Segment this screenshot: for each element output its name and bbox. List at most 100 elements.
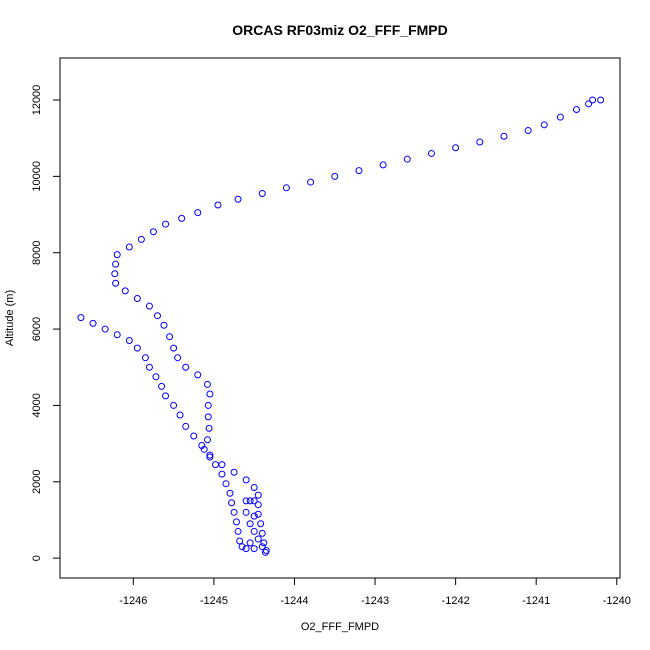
point [234,527,242,535]
point [250,497,258,505]
point [232,518,240,526]
point [556,113,564,121]
point [250,545,258,553]
point [212,461,220,469]
point [242,476,250,484]
x-tick-label: -1243 [361,595,389,607]
point [153,312,161,320]
point [254,501,262,509]
point [452,144,460,152]
point [250,484,258,492]
point [524,127,532,135]
point [242,508,250,516]
point [121,287,129,295]
point [145,363,153,371]
point [242,545,250,553]
point [282,184,290,192]
point [258,529,266,537]
point [379,161,387,169]
point [218,470,226,478]
point [589,96,597,104]
point [246,539,254,547]
y-tick-label: 6000 [31,317,43,341]
point [250,512,258,520]
point [254,535,262,543]
point [260,539,268,547]
point [254,491,262,499]
point [476,138,484,146]
point [162,220,170,228]
point [170,344,178,352]
point [133,344,141,352]
point [234,195,242,203]
point [355,167,363,175]
point [137,235,145,243]
point [204,413,212,421]
plot-frame [59,57,621,579]
x-tick-label: -1246 [119,595,147,607]
point [246,497,254,505]
point [160,321,168,329]
point [141,354,149,362]
y-tick-label: 2000 [31,470,43,494]
point [228,499,236,507]
point [254,510,262,518]
point [218,461,226,469]
x-axis-label: O2_FFF_FMPD [301,621,379,633]
point [250,527,258,535]
point [403,155,411,163]
y-tick-label: 0 [31,555,43,561]
point [206,390,214,398]
point [166,333,174,341]
point [226,489,234,497]
point [246,520,254,528]
point [230,508,238,516]
point [133,295,141,303]
point [206,453,214,461]
point [230,468,238,476]
point [113,331,121,339]
point [112,279,120,287]
point [262,547,270,555]
point [77,314,85,322]
point [307,178,315,186]
point [111,270,119,278]
point [158,382,166,390]
point [204,401,212,409]
y-tick-label: 8000 [31,240,43,264]
x-tick-label: -1244 [280,595,308,607]
point [198,442,206,450]
point [125,337,133,345]
point [236,537,244,545]
y-tick-label: 4000 [31,393,43,417]
point [572,106,580,114]
point [125,243,133,251]
point [145,302,153,310]
point [206,451,214,459]
point [113,251,121,259]
point [170,401,178,409]
point [200,445,208,453]
x-tick-label: -1245 [200,595,228,607]
x-tick-label: -1242 [442,595,470,607]
point [194,209,202,217]
point [182,363,190,371]
point [258,190,266,198]
point [112,260,120,268]
point [190,432,198,440]
point [331,172,339,180]
chart-title: ORCAS RF03miz O2_FFF_FMPD [232,22,447,38]
y-tick-label: 10000 [31,161,43,192]
point [585,100,593,108]
point [203,436,211,444]
point [178,214,186,222]
point [242,497,250,505]
point [205,424,213,432]
point [176,411,184,419]
point [258,543,266,551]
x-tick-label: -1240 [603,595,631,607]
point [152,373,160,381]
y-tick-label: 12000 [31,85,43,116]
point [214,201,222,209]
